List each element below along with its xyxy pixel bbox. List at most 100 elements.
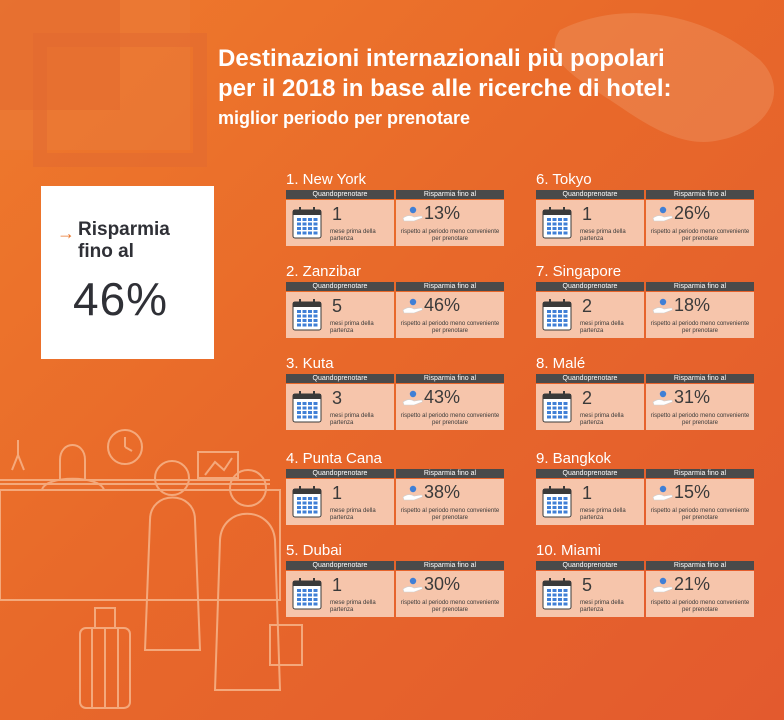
months-before-value: 1 (332, 204, 343, 224)
save-up-to-header: Risparmia fino al (396, 561, 504, 570)
months-before-value: 2 (582, 388, 593, 408)
booking-time-cell: 2 mesi prima della partenza (536, 292, 644, 338)
savings-cell: 26% rispetto al periodo meno conveniente… (646, 200, 754, 246)
when-to-book-header: Quandoprenotare (536, 374, 644, 383)
booking-time-cell: 5 mesi prima della partenza (286, 292, 394, 338)
savings-value: 21% (674, 574, 711, 594)
calendar-icon (542, 578, 572, 610)
title-line-2: per il 2018 in base alle ricerche di hot… (218, 75, 672, 102)
savings-note: rispetto al periodo meno conveniente per… (400, 600, 500, 613)
destination-card: 6. Tokyo Quandoprenotare Risparmia fino … (536, 170, 754, 246)
savings-note: rispetto al periodo meno conveniente per… (650, 600, 750, 613)
max-savings-value: 46% (73, 273, 169, 325)
destination-card: 5. Dubai Quandoprenotare Risparmia fino … (286, 541, 504, 617)
calendar-icon (292, 207, 322, 239)
booking-time-cell: 3 mesi prima della partenza (286, 384, 394, 430)
savings-cell: 38% rispetto al periodo meno conveniente… (396, 479, 504, 525)
savings-value: 38% (424, 482, 461, 502)
coin-hand-icon (402, 485, 423, 501)
destination-name: 1. New York (286, 171, 367, 188)
calendar-icon (292, 299, 322, 331)
when-to-book-header: Quandoprenotare (286, 561, 394, 570)
coin-hand-icon (652, 577, 673, 593)
months-before-value: 5 (332, 296, 343, 316)
savings-cell: 13% rispetto al periodo meno conveniente… (396, 200, 504, 246)
savings-value: 31% (674, 387, 711, 407)
booking-time-cell: 1 mese prima della partenza (286, 200, 394, 246)
booking-time-cell: 1 mese prima della partenza (286, 479, 394, 525)
coin-hand-icon (402, 577, 423, 593)
savings-note: rispetto al periodo meno conveniente per… (650, 229, 750, 242)
months-before-note: mesi prima della partenza (580, 413, 624, 426)
savings-value: 43% (424, 387, 461, 407)
savings-cell: 15% rispetto al periodo meno conveniente… (646, 479, 754, 525)
savings-value: 18% (674, 295, 711, 315)
savings-note: rispetto al periodo meno conveniente per… (400, 229, 500, 242)
coin-hand-icon (652, 390, 673, 406)
destination-name: 4. Punta Cana (286, 450, 382, 467)
booking-time-cell: 1 mese prima della partenza (286, 571, 394, 617)
months-before-note: mese prima della partenza (330, 229, 376, 242)
coin-hand-icon (402, 298, 423, 314)
when-to-book-header: Quandoprenotare (286, 190, 394, 199)
when-to-book-header: Quandoprenotare (286, 282, 394, 291)
destination-name: 10. Miami (536, 542, 602, 559)
months-before-value: 1 (582, 483, 593, 503)
when-to-book-header: Quandoprenotare (286, 469, 394, 478)
coin-hand-icon (402, 206, 423, 222)
months-before-note: mese prima della partenza (330, 600, 376, 613)
months-before-note: mese prima della partenza (580, 229, 626, 242)
destination-name: 5. Dubai (286, 542, 342, 559)
months-before-value: 1 (332, 575, 343, 595)
coin-hand-icon (402, 390, 423, 406)
destination-card: 8. Malé Quandoprenotare Risparmia fino a… (536, 354, 754, 430)
months-before-note: mese prima della partenza (580, 508, 626, 521)
savings-note: rispetto al periodo meno conveniente per… (650, 413, 750, 426)
destination-name: 7. Singapore (536, 263, 622, 280)
destination-card: 9. Bangkok Quandoprenotare Risparmia fin… (536, 449, 754, 525)
calendar-icon (292, 486, 322, 518)
calendar-icon (542, 299, 572, 331)
page-subtitle: miglior periodo per prenotare (218, 108, 471, 128)
booking-time-cell: 2 mesi prima della partenza (536, 384, 644, 430)
max-savings-label: Risparmia fino al (78, 219, 170, 262)
months-before-value: 5 (582, 575, 593, 595)
reception-scene (0, 429, 303, 709)
coin-hand-icon (652, 485, 673, 501)
when-to-book-header: Quandoprenotare (536, 469, 644, 478)
bg-shape (0, 0, 190, 150)
calendar-icon (542, 391, 572, 423)
savings-value: 15% (674, 482, 711, 502)
when-to-book-header: Quandoprenotare (536, 282, 644, 291)
when-to-book-header: Quandoprenotare (286, 374, 394, 383)
page-title: Destinazioni internazionali più popolari… (218, 44, 778, 104)
savings-cell: 21% rispetto al periodo meno conveniente… (646, 571, 754, 617)
save-up-to-header: Risparmia fino al (646, 561, 754, 570)
destination-card: 3. Kuta Quandoprenotare Risparmia fino a… (286, 354, 504, 430)
calendar-icon (292, 578, 322, 610)
destination-name: 3. Kuta (286, 355, 334, 372)
savings-cell: 18% rispetto al periodo meno conveniente… (646, 292, 754, 338)
savings-value: 46% (424, 295, 461, 315)
save-up-to-header: Risparmia fino al (646, 469, 754, 478)
booking-time-cell: 1 mese prima della partenza (536, 479, 644, 525)
destination-card: 1. New York Quandoprenotare Risparmia fi… (286, 170, 504, 246)
savings-value: 13% (424, 203, 461, 223)
savings-note: rispetto al periodo meno conveniente per… (400, 508, 500, 521)
savings-value: 30% (424, 574, 461, 594)
destination-card: 2. Zanzibar Quandoprenotare Risparmia fi… (286, 262, 504, 338)
calendar-icon (292, 391, 322, 423)
when-to-book-header: Quandoprenotare (536, 561, 644, 570)
destination-name: 8. Malé (536, 355, 586, 372)
savings-cell: 30% rispetto al periodo meno conveniente… (396, 571, 504, 617)
save-up-to-header: Risparmia fino al (396, 469, 504, 478)
months-before-note: mesi prima della partenza (580, 600, 624, 613)
max-savings-box: → Risparmia fino al 46% (41, 186, 214, 359)
coin-hand-icon (652, 206, 673, 222)
destination-name: 2. Zanzibar (286, 263, 362, 280)
months-before-note: mese prima della partenza (330, 508, 376, 521)
destination-card: 10. Miami Quandoprenotare Risparmia fino… (536, 541, 754, 617)
months-before-value: 1 (582, 204, 593, 224)
savings-note: rispetto al periodo meno conveniente per… (400, 413, 500, 426)
savings-note: rispetto al periodo meno conveniente per… (650, 321, 750, 334)
